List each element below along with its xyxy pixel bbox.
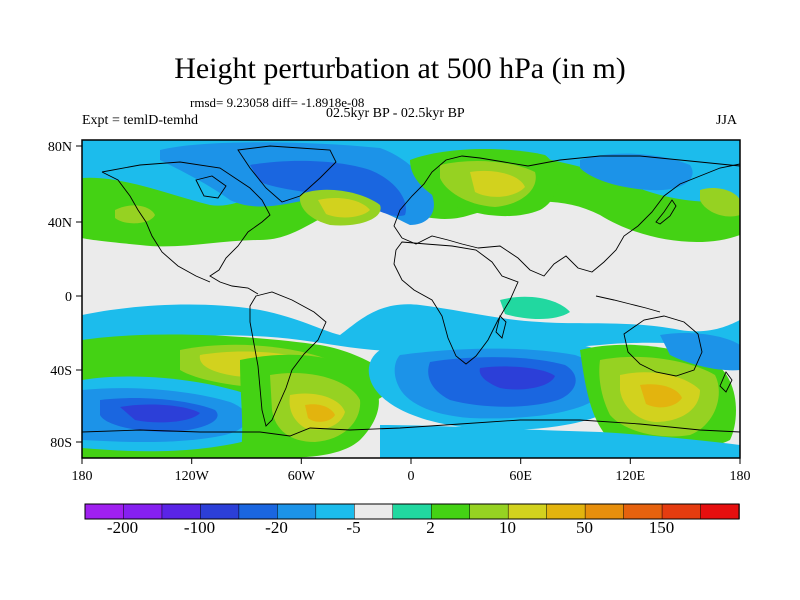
coastlines (82, 145, 740, 437)
contour-indian-ocean-deep (479, 366, 555, 390)
contour-antarctic-cyan (380, 425, 740, 458)
contour-siberia-blue (580, 153, 693, 191)
season-label: JJA (716, 113, 738, 128)
colorbar-swatch-16 (700, 503, 740, 520)
colorbar-swatch-5 (277, 503, 317, 520)
coastline-south-america (249, 291, 327, 427)
rmsd-diff-stats: rmsd= 9.23058 diff= -1.8918e-08 (190, 95, 365, 110)
colorbar-swatch-11 (507, 503, 548, 520)
coastline-europe (393, 155, 529, 239)
colorbar-swatch-4 (238, 503, 279, 520)
contour-tropical-cyan (82, 304, 740, 352)
colorbar-swatch-13 (584, 503, 625, 520)
experiment-label: Expt = temlD-temhd (82, 113, 198, 128)
coastline-antarctica (82, 419, 740, 437)
colorbar-label-minus-100: -100 (184, 518, 215, 537)
axis-ticks (76, 145, 741, 464)
colorbar (84, 503, 740, 520)
contour-south-atlantic-orange (305, 404, 335, 422)
contour-northeast-pacific-yellow (700, 188, 740, 217)
coastline-indonesia (595, 295, 661, 313)
lat-label-80s: 80S (50, 436, 72, 451)
colorbar-frame (84, 503, 740, 520)
coastline-greenland (237, 145, 337, 203)
coastline-japan (655, 199, 677, 225)
colorbar-label-minus-5: -5 (346, 518, 360, 537)
coastline-hudson-bay (195, 175, 227, 199)
colorbar-label-50: 50 (576, 518, 593, 537)
coastline-asia (477, 163, 740, 277)
colorbar-swatch-2 (161, 503, 202, 520)
colorbar-label-10: 10 (499, 518, 516, 537)
colorbar-swatch-10 (469, 503, 509, 520)
contour-field (82, 140, 740, 458)
colorbar-label-minus-20: -20 (265, 518, 288, 537)
coastline-asia-north (527, 155, 740, 167)
coastline-australia (623, 315, 703, 377)
lon-label-60e: 60E (509, 469, 532, 484)
colorbar-swatch-0 (84, 503, 125, 520)
lon-label-0: 0 (408, 469, 415, 484)
plot-title: Height perturbation at 500 hPa (in m) (174, 52, 626, 85)
lon-label-60w: 60W (288, 469, 316, 484)
contour-australia-orange (640, 384, 682, 408)
coastline-africa (393, 241, 519, 365)
lat-label-40s: 40S (50, 364, 72, 379)
contour-north-pacific-yellow (115, 205, 155, 224)
colorbar-swatch-3 (200, 503, 240, 520)
coastline-north-america-west (101, 171, 211, 283)
colorbar-swatch-8 (392, 503, 432, 520)
colorbar-label-minus-200: -200 (107, 518, 138, 537)
coastline-north-america (101, 161, 271, 295)
lat-label-40n: 40N (48, 216, 72, 231)
lon-label-120w: 120W (175, 469, 210, 484)
contour-pacific-east-blue (660, 333, 740, 371)
colorbar-swatch-7 (354, 503, 394, 520)
colorbar-swatch-15 (661, 503, 702, 520)
contour-north-atlantic-core (318, 198, 370, 218)
colorbar-swatch-6 (315, 503, 356, 520)
lon-label-120e: 120E (616, 469, 646, 484)
contour-south-pacific-deep (120, 404, 200, 423)
lat-label-0: 0 (65, 290, 72, 305)
contour-tropical-green (500, 296, 570, 319)
coastline-madagascar (495, 315, 507, 339)
colorbar-swatch-9 (430, 503, 471, 520)
colorbar-label-2: 2 (426, 518, 435, 537)
lon-label-180-west: 180 (72, 469, 93, 484)
colorbar-swatch-12 (546, 503, 586, 520)
colorbar-swatch-1 (123, 503, 163, 520)
contour-europe-core (470, 170, 525, 197)
lon-label-180-east: 180 (730, 469, 751, 484)
lat-label-80n: 80N (48, 140, 72, 155)
colorbar-swatch-14 (623, 503, 663, 520)
plot-subtitle: 02.5kyr BP - 02.5kyr BP (326, 106, 465, 121)
colorbar-label-150: 150 (649, 518, 675, 537)
coastline-new-zealand (719, 371, 733, 393)
